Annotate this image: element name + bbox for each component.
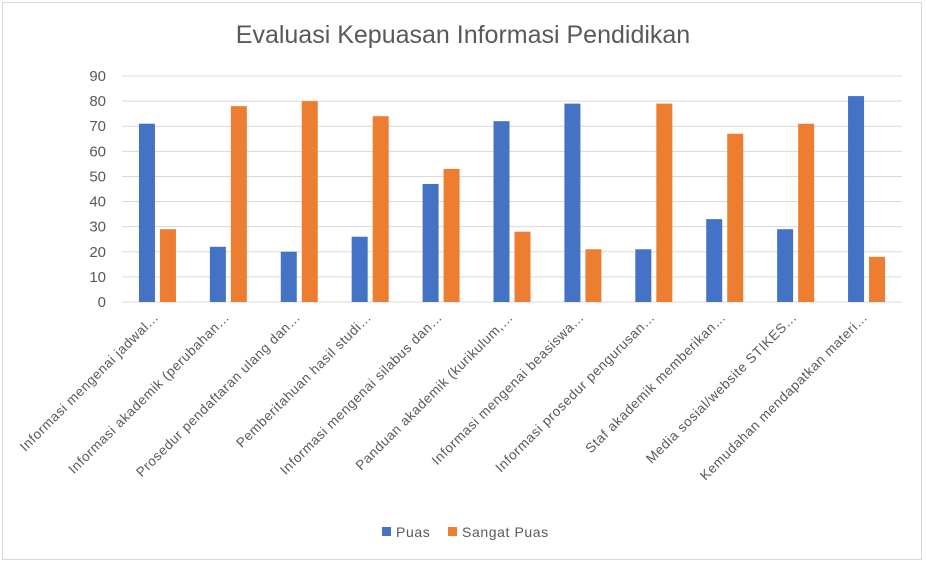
bar-puas <box>777 229 794 302</box>
bar-puas <box>493 121 510 302</box>
bar-sangat-puas <box>443 168 460 302</box>
legend-label: Puas <box>396 524 430 540</box>
x-category-label: Informasi mengenai jadwal… <box>17 310 162 455</box>
x-category-label: Informasi mengenai beasiswa… <box>429 310 587 468</box>
bar-sangat-puas <box>159 229 176 302</box>
bar-puas <box>138 123 155 302</box>
bar-puas <box>635 249 652 302</box>
x-category-label: Panduan akademik (kurikulum,… <box>353 310 517 474</box>
bar-puas <box>280 251 297 302</box>
bar-sangat-puas <box>372 116 389 302</box>
gridlines <box>122 75 902 303</box>
y-tick-label: 70 <box>89 118 106 135</box>
x-category-label: Informasi mengenai silabus dan… <box>277 310 445 478</box>
x-category-label: Informasi akademik (perubahan… <box>65 310 232 477</box>
bar-puas <box>706 219 723 302</box>
bar-sangat-puas <box>869 256 886 302</box>
y-tick-label: 40 <box>89 194 106 211</box>
bar-sangat-puas <box>514 231 531 302</box>
legend-label: Sangat Puas <box>462 524 549 540</box>
bar-puas <box>564 103 581 302</box>
x-axis-labels: Informasi mengenai jadwal…Informasi akad… <box>17 310 871 484</box>
bar-puas <box>351 236 368 302</box>
y-tick-label: 80 <box>89 93 106 110</box>
x-category-label: Media sosial/website STIKES… <box>643 310 800 467</box>
chart-title: Evaluasi Kepuasan Informasi Pendidikan <box>236 21 690 49</box>
bar-puas <box>848 96 865 302</box>
bar-sangat-puas <box>230 106 247 302</box>
x-category-label: Staf akademik memberikan… <box>582 310 728 456</box>
y-tick-label: 60 <box>89 143 106 160</box>
bar-sangat-puas <box>585 249 602 302</box>
x-category-label: Informasi prosedur pengurusan… <box>492 310 658 476</box>
legend-swatch <box>382 527 391 536</box>
y-tick-label: 20 <box>89 244 106 261</box>
bar-sangat-puas <box>798 123 815 302</box>
y-tick-label: 0 <box>98 294 106 311</box>
legend: Puas Sangat Puas <box>382 524 549 540</box>
bars <box>138 96 886 302</box>
bar-sangat-puas <box>301 101 318 302</box>
legend-swatch <box>448 527 457 536</box>
y-axis-ticks: 0 10 20 30 40 50 60 70 80 90 <box>89 68 106 311</box>
y-tick-label: 50 <box>89 168 106 185</box>
y-tick-label: 10 <box>89 269 106 286</box>
x-category-label: Pemberitahuan hasil studi… <box>233 310 374 451</box>
bar-puas <box>209 246 226 302</box>
bar-sangat-puas <box>656 103 673 302</box>
y-tick-label: 90 <box>89 68 106 85</box>
bar-sangat-puas <box>727 133 744 302</box>
y-tick-label: 30 <box>89 219 106 236</box>
bar-puas <box>422 183 439 302</box>
